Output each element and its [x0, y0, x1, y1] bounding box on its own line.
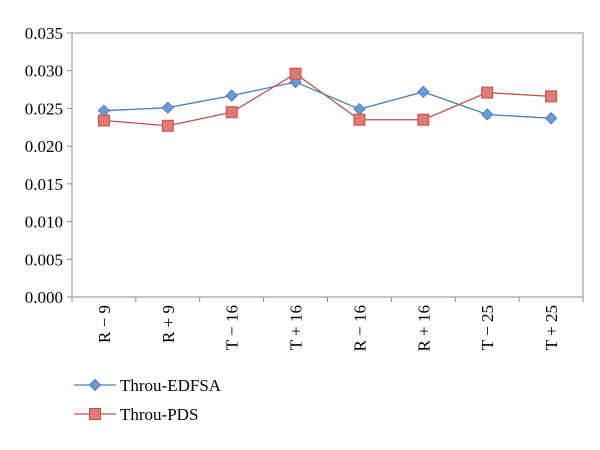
legend-label: Throu-PDS	[120, 405, 198, 424]
data-point	[417, 85, 430, 99]
series-throu-pds	[97, 67, 558, 132]
data-point	[161, 119, 174, 132]
y-tick-label: 0.010	[25, 213, 63, 232]
legend: Throu-EDFSA Throu-PDS	[74, 376, 222, 424]
y-tick-label: 0.030	[25, 62, 63, 81]
x-tick-label: R − 16	[350, 305, 369, 351]
x-tick-label: T + 25	[542, 305, 561, 350]
data-point	[353, 113, 366, 126]
data-point	[97, 114, 110, 127]
data-point	[225, 89, 238, 102]
data-point	[544, 112, 558, 125]
y-tick-label: 0.025	[25, 99, 63, 118]
series-layer	[97, 67, 558, 132]
data-point	[353, 102, 366, 116]
data-point	[480, 108, 494, 121]
y-tick-label: 0.020	[25, 137, 63, 156]
y-axis: 0.000 0.005 0.010 0.015 0.020 0.025 0.030 0.035	[25, 24, 72, 307]
data-point	[481, 86, 494, 99]
legend-entry: Throu-PDS	[74, 405, 198, 424]
plot-border	[71, 32, 584, 298]
y-tick-label: 0.005	[25, 250, 63, 269]
series-line	[103, 72, 552, 127]
data-point	[417, 113, 430, 126]
data-point	[225, 106, 238, 119]
legend-label: Throu-EDFSA	[120, 376, 222, 395]
x-tick-label: R − 9	[95, 305, 114, 343]
legend-entry: Throu-EDFSA	[74, 376, 222, 395]
x-tick-label: R + 16	[414, 305, 433, 351]
data-point	[289, 67, 302, 80]
legend-marker	[89, 408, 101, 420]
x-tick-label: T − 16	[223, 305, 242, 350]
legend-marker	[88, 378, 102, 392]
x-tick-label: R + 9	[159, 305, 178, 343]
x-tick-label: T + 16	[287, 305, 306, 350]
y-tick-label: 0.035	[25, 24, 63, 43]
plot-area	[71, 32, 584, 298]
series-line	[103, 81, 552, 119]
y-tick-label: 0.015	[25, 175, 63, 194]
x-axis: R − 9 R + 9 T − 16 T + 16 R − 16 R + 16 T − 25…	[71, 297, 584, 351]
x-tick-label: T − 25	[478, 305, 497, 350]
y-tick-label: 0.000	[25, 288, 63, 307]
series-throu-edfsa	[97, 75, 558, 125]
data-point	[161, 101, 175, 114]
data-point	[545, 90, 558, 103]
